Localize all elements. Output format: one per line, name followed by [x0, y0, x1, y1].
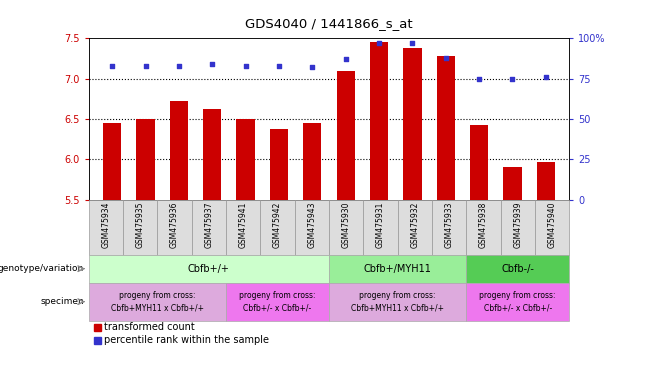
Bar — [397, 200, 432, 255]
Text: GSM475943: GSM475943 — [307, 202, 316, 248]
Bar — [270, 129, 288, 200]
Bar — [370, 42, 388, 200]
Bar — [191, 200, 226, 255]
Bar — [295, 200, 329, 255]
Text: GSM475935: GSM475935 — [136, 202, 145, 248]
Point — [107, 63, 117, 69]
Text: GSM475937: GSM475937 — [205, 202, 213, 248]
Text: GSM475934: GSM475934 — [101, 202, 111, 248]
Text: progeny from cross:
Cbfb+/- x Cbfb+/-: progeny from cross: Cbfb+/- x Cbfb+/- — [240, 291, 316, 313]
Bar — [103, 123, 121, 200]
Point — [507, 76, 518, 82]
Bar — [89, 200, 123, 255]
Bar — [329, 200, 363, 255]
Bar — [303, 123, 322, 200]
Bar — [157, 200, 191, 255]
Text: GSM475930: GSM475930 — [342, 202, 351, 248]
Point — [274, 63, 284, 69]
Bar — [436, 56, 455, 200]
Bar — [329, 255, 467, 283]
Bar — [136, 119, 155, 200]
Bar — [535, 200, 569, 255]
Point — [440, 55, 451, 61]
Text: transformed count: transformed count — [104, 322, 195, 332]
Point — [307, 65, 318, 71]
Text: progeny from cross:
Cbfb+MYH11 x Cbfb+/+: progeny from cross: Cbfb+MYH11 x Cbfb+/+ — [351, 291, 444, 313]
Point — [140, 63, 151, 69]
Bar — [203, 109, 222, 200]
Bar — [403, 48, 422, 200]
Text: GSM475938: GSM475938 — [479, 202, 488, 248]
Text: specimen: specimen — [40, 297, 84, 306]
Bar — [432, 200, 467, 255]
Bar — [170, 101, 188, 200]
Bar — [89, 283, 226, 321]
Point — [240, 63, 251, 69]
Text: GSM475932: GSM475932 — [411, 202, 419, 248]
Point — [374, 40, 384, 46]
Point — [407, 40, 418, 46]
Bar — [94, 324, 101, 331]
Bar — [94, 337, 101, 344]
Bar — [467, 283, 569, 321]
Bar — [363, 200, 397, 255]
Point — [340, 56, 351, 63]
Bar — [467, 255, 569, 283]
Text: progeny from cross:
Cbfb+/- x Cbfb+/-: progeny from cross: Cbfb+/- x Cbfb+/- — [480, 291, 556, 313]
Text: Cbfb-/-: Cbfb-/- — [501, 264, 534, 274]
Point — [541, 74, 551, 80]
Bar — [123, 200, 157, 255]
Bar — [503, 167, 522, 200]
Bar — [329, 283, 467, 321]
Text: GSM475936: GSM475936 — [170, 202, 179, 248]
Point — [207, 61, 218, 67]
Text: GSM475940: GSM475940 — [547, 202, 557, 248]
Text: Cbfb+/MYH11: Cbfb+/MYH11 — [364, 264, 432, 274]
Bar — [467, 200, 501, 255]
Text: GSM475939: GSM475939 — [513, 202, 522, 248]
Text: GSM475942: GSM475942 — [273, 202, 282, 248]
Point — [474, 76, 484, 82]
Bar — [236, 119, 255, 200]
Bar — [470, 126, 488, 200]
Text: percentile rank within the sample: percentile rank within the sample — [104, 335, 269, 345]
Bar — [89, 255, 329, 283]
Text: GSM475941: GSM475941 — [239, 202, 247, 248]
Bar — [226, 200, 261, 255]
Point — [174, 63, 184, 69]
Text: progeny from cross:
Cbfb+MYH11 x Cbfb+/+: progeny from cross: Cbfb+MYH11 x Cbfb+/+ — [111, 291, 204, 313]
Bar — [501, 200, 535, 255]
Text: GSM475933: GSM475933 — [445, 202, 453, 248]
Text: GDS4040 / 1441866_s_at: GDS4040 / 1441866_s_at — [245, 17, 413, 30]
Bar — [537, 162, 555, 200]
Text: genotype/variation: genotype/variation — [0, 264, 84, 273]
Bar — [261, 200, 295, 255]
Bar — [226, 283, 329, 321]
Text: GSM475931: GSM475931 — [376, 202, 385, 248]
Text: Cbfb+/+: Cbfb+/+ — [188, 264, 230, 274]
Bar — [336, 71, 355, 200]
